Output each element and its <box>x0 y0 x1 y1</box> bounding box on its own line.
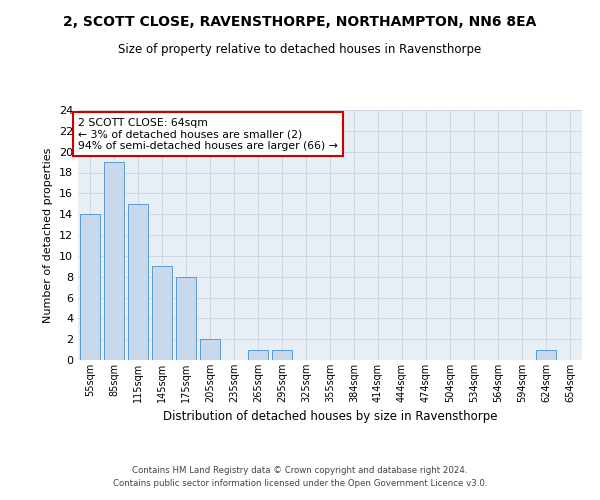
Bar <box>536 350 556 360</box>
Bar <box>80 214 100 360</box>
Text: 2, SCOTT CLOSE, RAVENSTHORPE, NORTHAMPTON, NN6 8EA: 2, SCOTT CLOSE, RAVENSTHORPE, NORTHAMPTO… <box>64 15 536 29</box>
Text: Size of property relative to detached houses in Ravensthorpe: Size of property relative to detached ho… <box>118 42 482 56</box>
X-axis label: Distribution of detached houses by size in Ravensthorpe: Distribution of detached houses by size … <box>163 410 497 424</box>
Bar <box>104 162 124 360</box>
Bar <box>152 266 172 360</box>
Bar <box>128 204 148 360</box>
Bar <box>248 350 268 360</box>
Bar <box>272 350 292 360</box>
Text: 2 SCOTT CLOSE: 64sqm
← 3% of detached houses are smaller (2)
94% of semi-detache: 2 SCOTT CLOSE: 64sqm ← 3% of detached ho… <box>78 118 338 150</box>
Text: Contains HM Land Registry data © Crown copyright and database right 2024.
Contai: Contains HM Land Registry data © Crown c… <box>113 466 487 487</box>
Y-axis label: Number of detached properties: Number of detached properties <box>43 148 53 322</box>
Bar <box>176 276 196 360</box>
Bar <box>200 339 220 360</box>
